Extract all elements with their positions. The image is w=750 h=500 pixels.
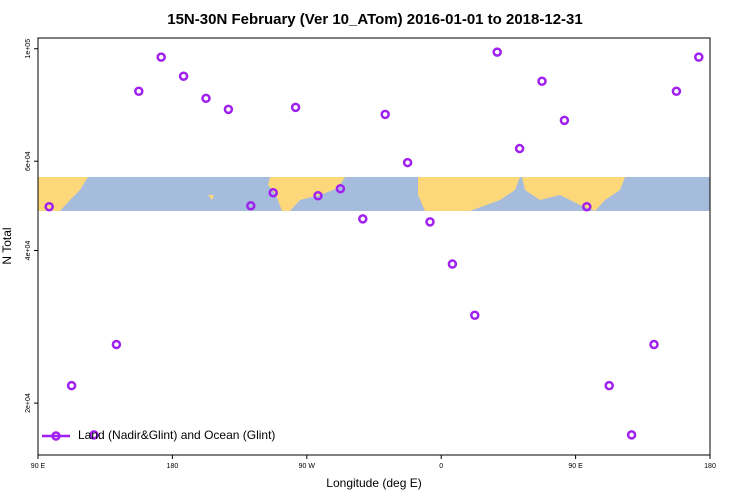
data-point [268, 188, 278, 198]
data-point [626, 430, 637, 440]
data-point [178, 71, 189, 81]
data-point [66, 380, 77, 391]
data-point [223, 104, 234, 115]
x-tick-label: 180 [704, 463, 716, 470]
data-point [201, 93, 211, 104]
x-tick-label: 180 [167, 463, 179, 470]
y-tick-label: 2e+04 [25, 393, 32, 413]
data-point [313, 190, 323, 201]
data-point [402, 157, 413, 168]
data-point [156, 52, 166, 62]
x-axis-label: Longitude (deg E) [326, 476, 421, 490]
y-axis-label: N Total [0, 227, 14, 264]
y-tick-label: 4e+04 [25, 241, 32, 261]
data-point [89, 430, 99, 440]
x-tick-label: 0 [439, 463, 443, 470]
data-point [246, 201, 256, 211]
data-point [649, 339, 659, 350]
data-point [492, 47, 502, 57]
data-point [44, 201, 54, 212]
data-point [537, 76, 547, 86]
data-point [290, 102, 301, 113]
data-point [694, 52, 704, 62]
legend-marker [51, 431, 61, 441]
y-tick-label: 6e+04 [25, 151, 32, 171]
data-point [559, 115, 570, 126]
data-point [134, 86, 144, 96]
data-point [425, 217, 435, 227]
legend-label: Land (Nadir&Glint) and Ocean (Glint) [78, 428, 275, 442]
data-point [111, 339, 122, 350]
x-tick-label: 90 E [31, 463, 46, 470]
data-point [514, 143, 525, 154]
map-strip [38, 177, 710, 211]
data-point [335, 183, 346, 194]
data-point [582, 201, 592, 212]
data-point [470, 310, 480, 320]
chart-title: 15N-30N February (Ver 10_ATom) 2016-01-0… [167, 11, 582, 28]
x-tick-label: 90 E [568, 463, 583, 470]
data-point [358, 214, 368, 224]
data-point [380, 109, 390, 120]
y-tick-label: 1e+05 [25, 39, 32, 59]
x-tick-label: 90 W [299, 463, 316, 470]
data-point [447, 259, 458, 269]
data-point [671, 86, 682, 96]
data-point [604, 380, 614, 391]
plot-frame [37, 37, 711, 456]
